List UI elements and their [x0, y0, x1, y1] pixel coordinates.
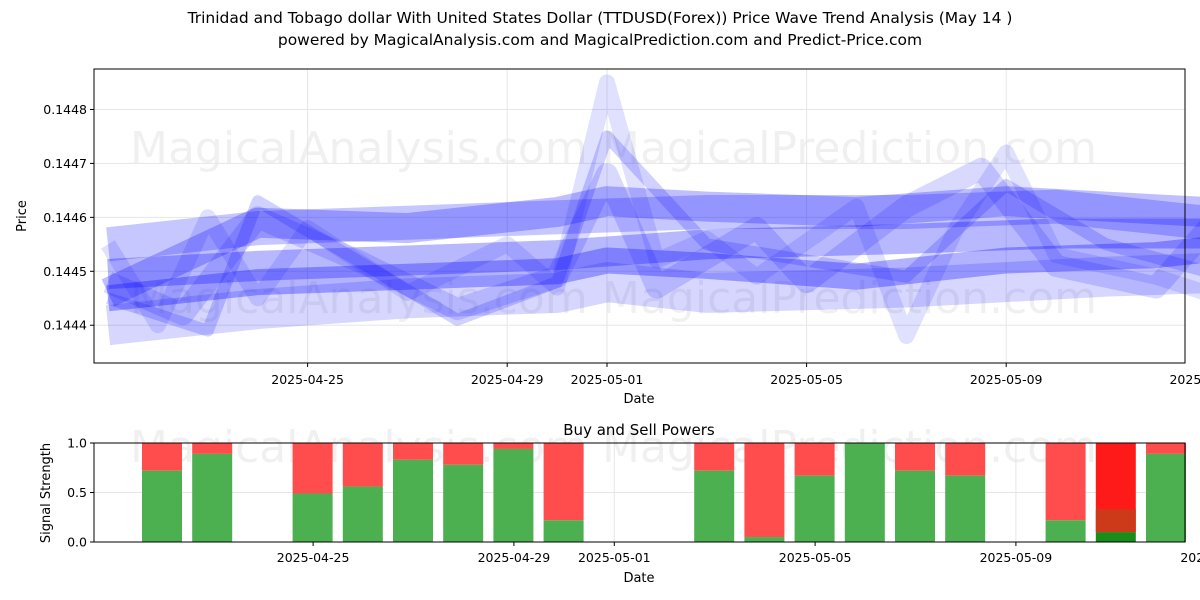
- buy-bar: [493, 448, 534, 542]
- wave-line: [101, 74, 1200, 344]
- sell-bar: [694, 443, 735, 471]
- y-tick-label: 0.0: [67, 535, 87, 550]
- price-x-axis-label: Date: [623, 392, 654, 407]
- sell-bar: [895, 443, 935, 471]
- wave-line: [107, 218, 1200, 289]
- sell-bar: [142, 443, 182, 471]
- price-wave-chart: MagicalAnalysis.com MagicalPrediction.co…: [15, 68, 1200, 407]
- y-tick-label: 0.5: [67, 485, 87, 500]
- sell-bar: [393, 443, 433, 460]
- x-tick-label: 2025-04-25: [271, 372, 344, 387]
- price-y-axis-label: Price: [15, 200, 30, 232]
- x-tick-label: 2025-05-01: [578, 550, 651, 565]
- buy-bar: [1045, 520, 1086, 542]
- sell-bar: [443, 443, 484, 465]
- buy-bar: [393, 459, 433, 542]
- y-tick-label: 0.1448: [43, 102, 87, 117]
- y-tick-label: 0.1447: [43, 156, 87, 171]
- sell-bar: [945, 443, 986, 476]
- buy-bar: [694, 470, 735, 542]
- buy-bar: [342, 486, 383, 542]
- buy-bar: [292, 493, 333, 542]
- power-x-axis-label: Date: [623, 571, 654, 586]
- watermark: MagicalPrediction.com: [602, 273, 1097, 324]
- buy-bar: [443, 464, 484, 542]
- wave-line: [106, 189, 1200, 262]
- y-tick-label: 1.0: [67, 436, 87, 451]
- buy-sell-power-chart: MagicalAnalysis.com MagicalPrediction.co…: [39, 421, 1200, 586]
- sell-bar: [794, 443, 835, 476]
- x-tick-label: 2025-05-09: [970, 372, 1043, 387]
- buy-bar: [895, 470, 935, 542]
- sell-bar: [192, 443, 233, 454]
- wave-line: [106, 237, 1200, 312]
- watermark: MagicalAnalysis.com: [130, 123, 588, 174]
- y-tick-label: 0.1446: [43, 210, 87, 225]
- x-tick-label: 2025-05-01: [571, 372, 644, 387]
- y-tick-label: 0.1445: [43, 264, 87, 279]
- sell-bar: [1045, 443, 1086, 521]
- buy-bar: [192, 453, 233, 542]
- power-y-axis-label: Signal Strength: [39, 443, 54, 543]
- watermark: MagicalPrediction.com: [602, 123, 1097, 174]
- buy-bar: [142, 470, 182, 542]
- sell-bar: [1146, 443, 1186, 454]
- power-chart-title: Buy and Sell Powers: [563, 421, 715, 439]
- buy-bar: [1146, 453, 1186, 542]
- buy-bar: [543, 520, 584, 542]
- sell-bar: [493, 443, 534, 449]
- x-tick-label: 2025-05-13: [1180, 550, 1200, 565]
- price-axes-frame: [93, 68, 1186, 364]
- chart-subtitle: powered by MagicalAnalysis.com and Magic…: [277, 31, 923, 49]
- buy-bar: [844, 443, 885, 542]
- watermark: MagicalAnalysis.com: [130, 273, 588, 324]
- sell-bar: [292, 443, 333, 494]
- x-tick-label: 2025-05-13: [1169, 372, 1200, 387]
- wave-line: [101, 186, 1200, 307]
- buy-bar: [945, 475, 986, 542]
- x-tick-label: 2025-04-25: [277, 550, 350, 565]
- sell-bar: [744, 443, 785, 538]
- buy-bar: [1095, 532, 1136, 542]
- mixed-bar-segment: [1095, 509, 1136, 533]
- wave-line: [106, 130, 1200, 337]
- sell-bar: [543, 443, 584, 521]
- y-tick-label: 0.1444: [43, 318, 87, 333]
- x-tick-label: 2025-04-29: [478, 550, 551, 565]
- wave-line: [103, 157, 1200, 326]
- x-tick-label: 2025-05-05: [770, 372, 843, 387]
- buy-bar: [794, 475, 835, 542]
- chart-title: Trinidad and Tobago dollar With United S…: [187, 9, 1013, 27]
- x-tick-label: 2025-05-05: [779, 550, 852, 565]
- buy-bar: [744, 537, 785, 542]
- sell-bar: [342, 443, 383, 487]
- wave-line: [105, 253, 1200, 346]
- x-tick-label: 2025-04-29: [471, 372, 544, 387]
- x-tick-label: 2025-05-09: [980, 550, 1053, 565]
